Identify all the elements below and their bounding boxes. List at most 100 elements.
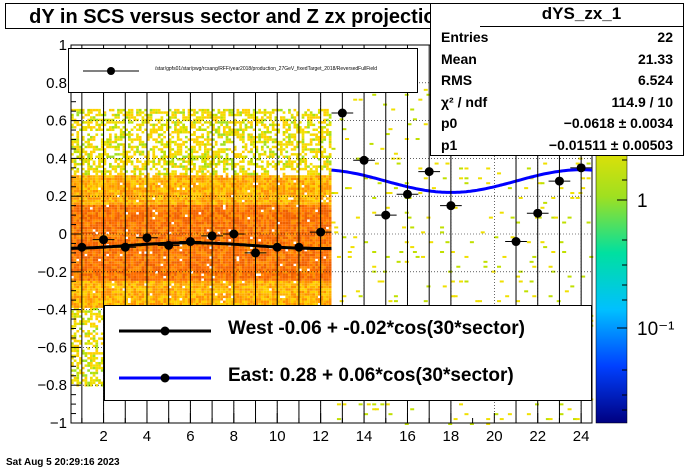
heatmap-cell <box>89 158 93 161</box>
heatmap-cell <box>79 334 82 338</box>
heatmap-cell <box>73 283 77 286</box>
heatmap-cell <box>119 293 123 296</box>
heatmap-cell <box>108 280 112 284</box>
heatmap-cell <box>117 278 120 281</box>
heatmap-cell <box>195 290 199 294</box>
heatmap-cell <box>206 180 210 183</box>
heatmap-cell <box>114 224 118 227</box>
heatmap-cell <box>174 113 177 117</box>
heatmap-cell <box>111 192 115 195</box>
heatmap-cell <box>76 364 80 367</box>
heatmap-cell <box>165 204 169 208</box>
heatmap-cell <box>87 332 90 335</box>
heatmap-cell <box>81 197 85 200</box>
heatmap-cell <box>146 278 150 281</box>
heatmap-cell <box>103 140 107 144</box>
heatmap-cell <box>203 172 207 176</box>
heatmap-cell <box>114 256 118 259</box>
heatmap-cell <box>79 278 82 281</box>
heatmap-cell <box>214 202 218 205</box>
heatmap-cell <box>201 185 204 188</box>
heatmap-cell <box>122 202 126 205</box>
heatmap-cell <box>201 280 204 284</box>
heatmap-cell <box>168 126 172 129</box>
heatmap-cell <box>187 194 191 198</box>
heatmap-cell <box>89 224 93 227</box>
heatmap-cell <box>114 148 118 151</box>
heatmap-cell <box>174 229 177 232</box>
heatmap-cell <box>152 221 156 225</box>
heatmap-cell <box>125 214 128 217</box>
heatmap-cell <box>168 189 172 193</box>
heatmap-cell <box>152 226 156 230</box>
heatmap-cell <box>179 175 183 178</box>
heatmap-cell <box>89 285 93 289</box>
heatmap-cell <box>81 273 85 276</box>
heatmap-cell <box>209 180 213 183</box>
heatmap-cell <box>117 300 120 303</box>
heatmap-cell <box>76 344 80 348</box>
heatmap-cell <box>76 209 80 213</box>
heatmap-cell <box>133 263 137 267</box>
heatmap-cell <box>71 295 74 299</box>
heatmap-cell <box>130 212 134 215</box>
heatmap-cell <box>179 148 183 151</box>
heatmap-cell <box>212 187 215 190</box>
heatmap-cell <box>95 376 99 380</box>
heatmap-cell <box>146 113 150 117</box>
heatmap-cell <box>81 283 85 286</box>
heatmap-cell <box>157 140 161 144</box>
heatmap-cell <box>179 177 183 181</box>
heatmap-cell <box>212 253 215 257</box>
heatmap-cell <box>160 148 164 151</box>
heatmap-cell <box>146 189 150 193</box>
heatmap-cell <box>117 288 120 291</box>
heatmap-cell <box>89 364 93 367</box>
heatmap-cell <box>174 209 177 213</box>
heatmap-cell <box>95 165 99 168</box>
heatmap-cell <box>217 229 221 232</box>
heatmap-cell <box>81 330 85 333</box>
heatmap-cell <box>163 155 166 159</box>
heatmap-cell <box>184 300 188 303</box>
heatmap-cell <box>81 241 85 245</box>
heatmap-cell <box>195 251 199 254</box>
heatmap-cell <box>163 192 166 195</box>
heatmap-cell <box>119 261 123 264</box>
heatmap-cell <box>146 251 150 254</box>
heatmap-cell <box>98 180 101 183</box>
heatmap-cell <box>92 204 96 208</box>
heatmap-cell <box>76 381 80 385</box>
heatmap-cell <box>106 143 109 146</box>
heatmap-cell <box>81 185 85 188</box>
heatmap-cell <box>138 167 142 171</box>
heatmap-cell <box>92 261 96 264</box>
heatmap-cell <box>122 251 126 254</box>
heatmap-cell <box>84 180 88 183</box>
heatmap-cell <box>81 234 85 237</box>
heatmap-cell <box>193 175 196 178</box>
heatmap-cell <box>144 224 147 227</box>
heatmap-cell <box>214 290 218 294</box>
heatmap-cell <box>203 275 207 279</box>
heatmap-cell <box>217 150 221 154</box>
heatmap-cell <box>73 177 77 181</box>
heatmap-cell <box>103 192 107 195</box>
heatmap-cell <box>114 275 118 279</box>
heatmap-cell <box>198 290 202 294</box>
heatmap-cell <box>187 246 191 249</box>
heatmap-cell <box>73 302 77 306</box>
heatmap-cell <box>76 263 80 267</box>
heatmap-cell <box>84 158 88 161</box>
heatmap-cell <box>228 226 232 230</box>
heatmap-cell <box>190 133 194 136</box>
heatmap-cell <box>87 199 90 203</box>
heatmap-cell <box>157 162 161 166</box>
heatmap-cell <box>214 229 218 232</box>
heatmap-cell <box>95 349 99 353</box>
heatmap-cell <box>157 248 161 252</box>
heatmap-cell <box>141 216 145 220</box>
heatmap-cell <box>127 219 131 222</box>
heatmap-cell <box>214 216 218 220</box>
heatmap-cell <box>136 283 139 286</box>
